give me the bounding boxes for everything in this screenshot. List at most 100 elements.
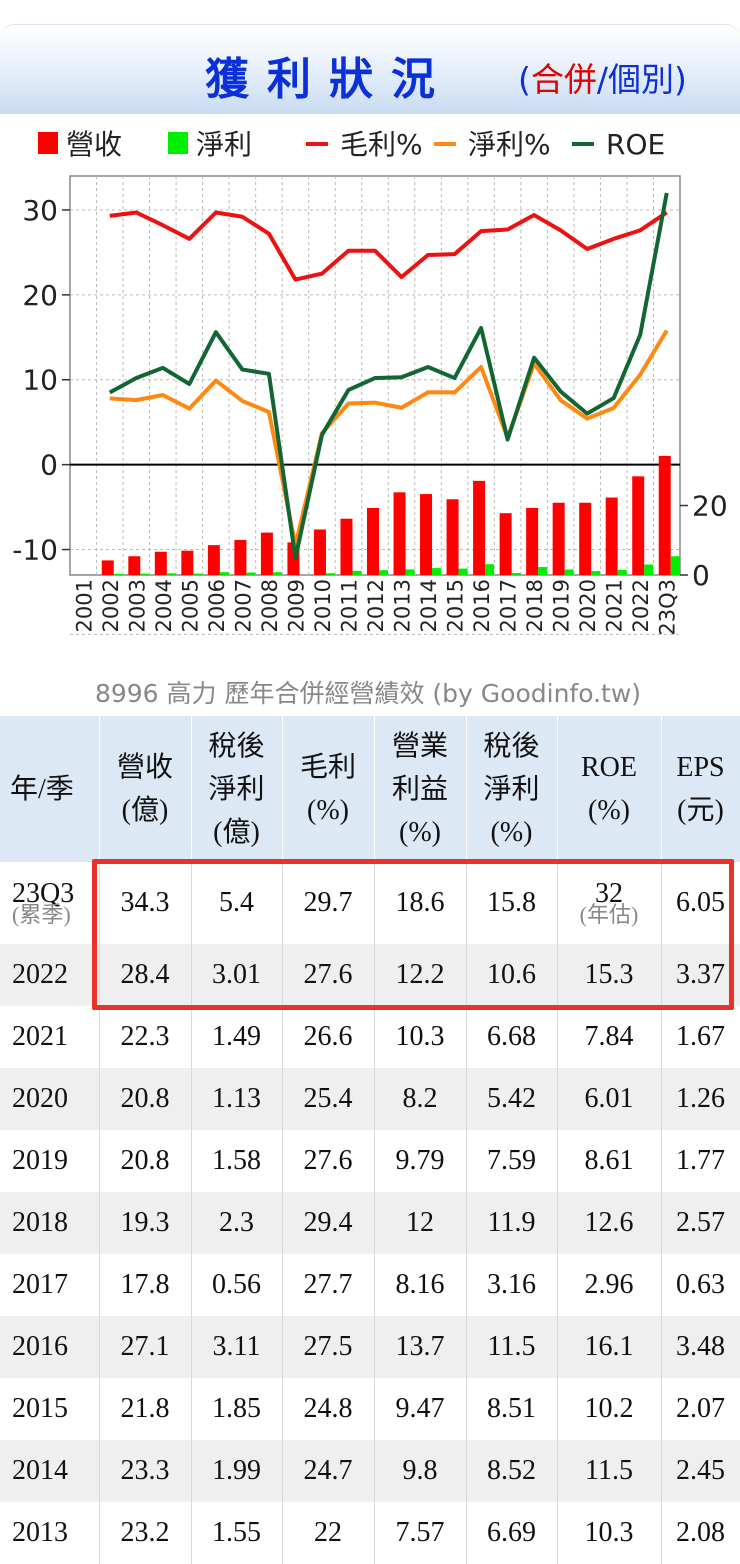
column-header-text: 營收 bbox=[116, 752, 173, 783]
column-header-text: (億) bbox=[213, 816, 260, 848]
net-profit-bar bbox=[485, 564, 495, 575]
consolidation-toggle: (合併/個別) bbox=[518, 53, 687, 101]
x-tick-label: 2008 bbox=[258, 579, 282, 632]
paren-open: ( bbox=[518, 60, 531, 99]
revenue-bar bbox=[128, 556, 141, 575]
x-tick-label: 2011 bbox=[337, 579, 361, 632]
value-cell: 18.6 bbox=[374, 862, 467, 944]
value-cell: 28.4 bbox=[99, 944, 192, 1006]
year-cell: 2021 bbox=[0, 1006, 100, 1068]
column-header-text: 利益 bbox=[391, 773, 448, 805]
value-cell: 6.68 bbox=[466, 1006, 558, 1068]
value-cell: 20.8 bbox=[99, 1130, 192, 1192]
value-cell: 2.57 bbox=[661, 1192, 740, 1254]
value-cell: 8.2 bbox=[374, 1068, 467, 1130]
revenue-bar bbox=[552, 502, 565, 575]
revenue-bar bbox=[579, 502, 592, 575]
x-tick-label: 2015 bbox=[444, 579, 468, 632]
net-profit-bar bbox=[405, 569, 415, 575]
x-tick-label: 2021 bbox=[603, 579, 627, 632]
panel-title: 獲利狀況 bbox=[205, 54, 453, 105]
year-cell: 23Q3 (累季) bbox=[0, 862, 100, 944]
year-note: (累季) bbox=[12, 902, 71, 927]
value-cell: 9.8 bbox=[374, 1440, 467, 1502]
value-cell: 27.6 bbox=[282, 944, 375, 1006]
panel-header: 獲利狀況 (合併/個別) bbox=[0, 24, 740, 114]
x-tick-label: 23Q3 bbox=[656, 579, 680, 636]
value-cell: 32 (年估) bbox=[557, 862, 662, 944]
value-cell: 1.58 bbox=[191, 1130, 283, 1192]
x-tick-label: 2006 bbox=[205, 579, 229, 632]
column-header-text: 年/季 bbox=[10, 773, 74, 805]
column-header-text: (億) bbox=[121, 795, 169, 826]
value-cell: 1.77 bbox=[661, 1130, 740, 1192]
column-header-text: EPS bbox=[676, 752, 725, 783]
x-tick-label: 2022 bbox=[629, 579, 653, 632]
column-header: EPS (元) bbox=[661, 716, 740, 862]
value-cell: 8.51 bbox=[466, 1378, 558, 1440]
table-row: 2013 23.2 1.55 22 7.57 6.69 10.3 2.08 bbox=[0, 1502, 740, 1564]
roe-note: (年估) bbox=[579, 902, 639, 927]
revenue-bar bbox=[393, 492, 406, 575]
column-header: 毛利 (%) bbox=[282, 716, 375, 862]
value-cell: 11.9 bbox=[466, 1192, 558, 1254]
value-cell: 15.8 bbox=[466, 862, 558, 944]
value-cell: 6.05 bbox=[661, 862, 740, 944]
column-header-text: 稅後 bbox=[208, 730, 265, 762]
value-cell: 19.3 bbox=[99, 1192, 192, 1254]
profit-table: 年/季 營收 (億) 稅後 淨利 (億) 毛利 (%) 營業 利益 (%) 稅後 淨利 (%) ROE (%)… bbox=[0, 716, 740, 1564]
value-cell: 13.7 bbox=[374, 1316, 467, 1378]
column-header: 稅後 淨利 (%) bbox=[466, 716, 558, 862]
table-row: 2017 17.8 0.56 27.7 8.16 3.16 2.96 0.63 bbox=[0, 1254, 740, 1316]
column-header-text: 毛利 bbox=[299, 752, 356, 783]
value-cell: 9.47 bbox=[374, 1378, 467, 1440]
column-header-text: (%) bbox=[399, 816, 441, 848]
x-tick-label: 2009 bbox=[284, 579, 308, 632]
column-header: 營業利益 (%) bbox=[374, 716, 467, 862]
x-tick-label: 2020 bbox=[576, 579, 600, 632]
table-row: 2020 20.8 1.13 25.4 8.2 5.42 6.01 1.26 bbox=[0, 1068, 740, 1130]
y-tick-label: 0 bbox=[40, 449, 58, 482]
consolidated-link[interactable]: 合併 bbox=[530, 60, 597, 99]
value-cell: 2.45 bbox=[661, 1440, 740, 1502]
individual-link[interactable]: 個別 bbox=[608, 60, 674, 99]
table-header-row: 年/季 營收 (億) 稅後 淨利 (億) 毛利 (%) 營業 利益 (%) 稅後 淨利 (%) ROE (%)… bbox=[0, 716, 740, 862]
value-cell: 8.61 bbox=[557, 1130, 662, 1192]
legend-label: 營收 bbox=[66, 128, 122, 161]
x-tick-label: 2019 bbox=[550, 579, 574, 632]
x-tick-label: 2014 bbox=[417, 579, 441, 632]
value-cell: 6.69 bbox=[466, 1502, 558, 1564]
value-cell: 3.48 bbox=[661, 1316, 740, 1378]
net-profit-bar bbox=[379, 570, 388, 575]
x-tick-label: 2005 bbox=[178, 579, 202, 632]
table-row: 2016 27.1 3.11 27.5 13.7 11.5 16.1 3.48 bbox=[0, 1316, 740, 1378]
value-cell: 27.7 bbox=[282, 1254, 375, 1316]
x-tick-label: 2002 bbox=[99, 579, 123, 632]
net-profit-bar bbox=[670, 556, 680, 575]
legend-swatch bbox=[38, 132, 58, 154]
x-tick-label: 2004 bbox=[152, 579, 176, 632]
value-cell: 3.11 bbox=[191, 1316, 283, 1378]
value-cell: 7.59 bbox=[466, 1130, 558, 1192]
value-cell: 0.56 bbox=[191, 1254, 283, 1316]
legend-swatch bbox=[168, 132, 188, 154]
net-profit-bar bbox=[538, 567, 548, 575]
legend-label: 淨利 bbox=[196, 128, 252, 161]
year-cell: 2013 bbox=[0, 1502, 100, 1564]
column-header: 營收 (億) bbox=[99, 716, 192, 862]
value-cell: 8.16 bbox=[374, 1254, 467, 1316]
chart-legend: 營收 淨利 毛利% 淨利% ROE bbox=[38, 128, 665, 161]
revenue-bar bbox=[499, 513, 512, 575]
revenue-bar bbox=[446, 499, 459, 575]
value-cell: 5.42 bbox=[466, 1068, 558, 1130]
y-tick-label: 20 bbox=[22, 279, 58, 312]
net-profit-bar bbox=[166, 573, 176, 575]
value-cell: 3.37 bbox=[661, 944, 740, 1006]
net-profit-bar bbox=[325, 573, 335, 575]
value-cell: 11.5 bbox=[466, 1316, 558, 1378]
revenue-bar bbox=[313, 529, 326, 575]
column-header-text: 營業 bbox=[391, 730, 448, 762]
x-tick-label: 2013 bbox=[391, 579, 415, 632]
